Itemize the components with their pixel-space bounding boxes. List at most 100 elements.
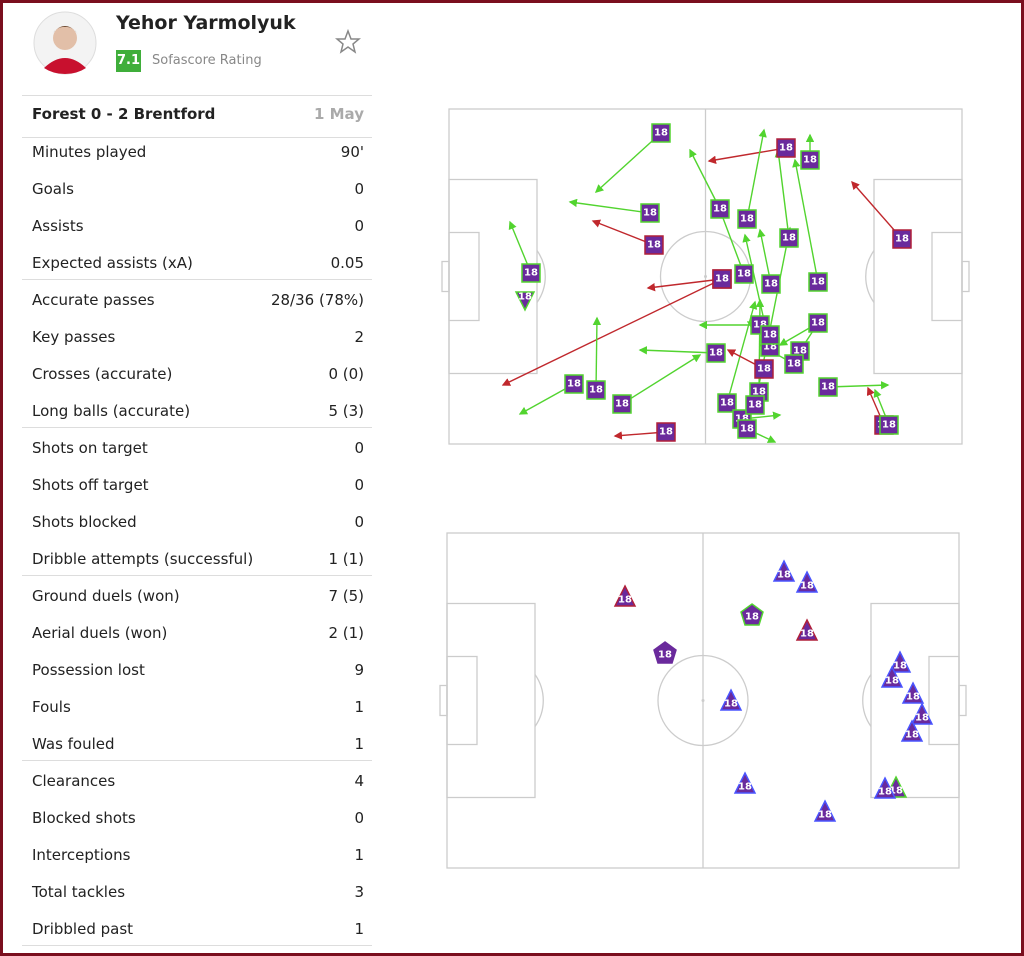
marker-label: 18 xyxy=(659,427,673,438)
defensive-marker xyxy=(613,584,637,607)
stat-row: Minutes played 90' xyxy=(22,138,372,168)
marker-label: 18 xyxy=(811,277,825,288)
stat-value: 2 xyxy=(354,328,364,346)
penalty-box xyxy=(873,178,963,375)
penalty-arc xyxy=(865,250,875,303)
stat-label: Goals xyxy=(32,180,74,198)
stat-value: 1 xyxy=(354,698,364,716)
penalty-arc xyxy=(534,674,544,727)
marker-label: 18 xyxy=(803,155,817,166)
marker-label: 18 xyxy=(647,240,661,251)
stat-row: Shots on target 0 xyxy=(22,434,372,464)
defensive-marker xyxy=(873,776,897,799)
marker-label: 18 xyxy=(779,143,793,154)
stat-value: 1 xyxy=(354,920,364,938)
stat-value: 0 xyxy=(354,217,364,235)
stat-label: Key passes xyxy=(32,328,116,346)
stat-value: 1 xyxy=(354,735,364,753)
divider xyxy=(22,95,372,96)
marker-label: 18 xyxy=(643,208,657,219)
stat-label: Crosses (accurate) xyxy=(32,365,173,383)
marker-label: 18 xyxy=(915,713,929,724)
divider xyxy=(22,279,372,280)
marker-label: 18 xyxy=(885,676,899,687)
stat-value: 3 xyxy=(354,883,364,901)
marker-label: 18 xyxy=(567,379,581,390)
stat-row: Expected assists (xA) 0.05 xyxy=(22,249,372,279)
pass-marker xyxy=(745,395,765,415)
marker-label: 18 xyxy=(737,269,751,280)
stat-label: Clearances xyxy=(32,772,116,790)
stat-value: 4 xyxy=(354,772,364,790)
stat-label: Assists xyxy=(32,217,84,235)
pass-marker xyxy=(776,138,796,158)
pass-arrow xyxy=(718,208,745,275)
six-yard-box xyxy=(446,655,478,746)
stat-label: Dribbled past xyxy=(32,920,134,938)
marker-label: 18 xyxy=(782,233,796,244)
divider xyxy=(22,760,372,761)
stat-row: Blocked shots 0 xyxy=(22,804,372,834)
defensive-marker xyxy=(740,603,764,626)
stat-row: Shots blocked 0 xyxy=(22,508,372,538)
stat-row: Shots off target 0 xyxy=(22,471,372,501)
player-name: Yehor Yarmolyuk xyxy=(116,12,296,34)
pitch-maps: 18 18 18 18 18 18 18 18 18 18 18 18 18 18 18 18 18 18 18 18… xyxy=(439,108,970,869)
rating-badge: 7.1 xyxy=(116,50,141,72)
stat-row: Accurate passes 28/36 (78%) xyxy=(22,286,372,316)
pass-arrow xyxy=(592,316,602,391)
pass-marker xyxy=(808,272,828,292)
penalty-arc xyxy=(862,674,872,727)
pass-marker xyxy=(818,377,838,397)
avatar xyxy=(33,11,97,75)
stat-value: 0 xyxy=(354,439,364,457)
pass-arrow xyxy=(774,148,790,239)
stat-value: 5 (3) xyxy=(328,402,364,420)
stat-value: 2 (1) xyxy=(328,624,364,642)
marker-label: 18 xyxy=(524,268,538,279)
pass-marker xyxy=(737,419,757,439)
stat-value: 0 xyxy=(354,180,364,198)
six-yard-box xyxy=(448,231,480,322)
pass-marker xyxy=(640,203,660,223)
stat-value: 7 (5) xyxy=(328,587,364,605)
marker-label: 18 xyxy=(878,787,892,798)
stat-value: 9 xyxy=(354,661,364,679)
divider xyxy=(22,427,372,428)
pass-marker xyxy=(717,393,737,413)
marker-label: 18 xyxy=(787,359,801,370)
favorite-star[interactable] xyxy=(335,29,361,55)
marker-label: 18 xyxy=(615,399,629,410)
pass-arrow xyxy=(501,278,723,386)
pass-marker xyxy=(737,209,757,229)
defensive-marker xyxy=(888,650,912,673)
stat-label: Dribble attempts (successful) xyxy=(32,550,254,568)
marker-label: 18 xyxy=(811,318,825,329)
stat-label: Minutes played xyxy=(32,143,147,161)
defensive-marker xyxy=(901,681,925,704)
stat-row: Goals 0 xyxy=(22,175,372,205)
defensive-marker xyxy=(653,641,677,664)
marker-label: 18 xyxy=(745,612,759,623)
pass-marker xyxy=(710,199,730,219)
stat-row: Assists 0 xyxy=(22,212,372,242)
stat-label: Shots off target xyxy=(32,476,149,494)
stat-value: 1 xyxy=(354,846,364,864)
stat-label: Total tackles xyxy=(32,883,126,901)
stat-label: Ground duels (won) xyxy=(32,587,180,605)
pass-marker xyxy=(564,374,584,394)
pass-arrow xyxy=(827,381,890,390)
stat-row: Total tackles 3 xyxy=(22,878,372,908)
marker-label: 18 xyxy=(735,414,749,425)
match-row[interactable]: Forest 0 - 2 Brentford 1 May xyxy=(22,100,372,130)
marker-label: 18 xyxy=(777,570,791,581)
match-title: Forest 0 - 2 Brentford xyxy=(32,105,216,123)
divider xyxy=(22,945,372,946)
pass-arrow xyxy=(707,147,787,164)
stat-label: Expected assists (xA) xyxy=(32,254,193,272)
marker-label: 18 xyxy=(757,364,771,375)
pass-arrow xyxy=(746,128,767,220)
goal xyxy=(958,684,967,717)
stat-row: Long balls (accurate) 5 (3) xyxy=(22,397,372,427)
pass-marker xyxy=(612,394,632,414)
